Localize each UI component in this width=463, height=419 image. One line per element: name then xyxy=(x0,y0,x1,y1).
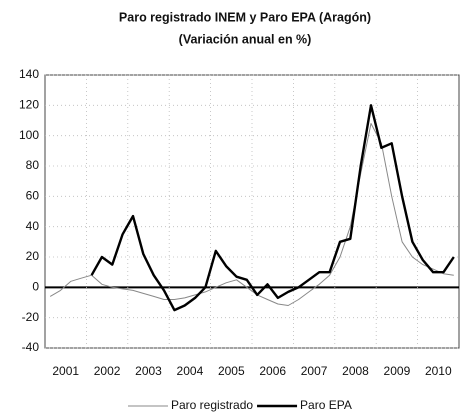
x-tick-label: 2004 xyxy=(177,364,204,378)
x-tick-label: 2002 xyxy=(94,364,121,378)
x-tick-label: 2008 xyxy=(342,364,369,378)
x-tick-label: 2001 xyxy=(52,364,79,378)
y-tick-label: 140 xyxy=(19,67,39,81)
x-tick-label: 2005 xyxy=(218,364,245,378)
y-tick-label: 60 xyxy=(26,189,40,203)
x-tick-label: 2010 xyxy=(425,364,452,378)
line-series xyxy=(90,104,455,312)
chart-subtitle: (Variación anual en %) xyxy=(179,32,312,46)
x-tick-label: 2009 xyxy=(384,364,411,378)
y-tick-label: 20 xyxy=(26,249,40,263)
legend-label: Paro registrado xyxy=(171,398,253,412)
y-tick-label: 120 xyxy=(19,98,39,112)
y-tick-label: -20 xyxy=(22,310,40,324)
x-tick-label: 2007 xyxy=(301,364,328,378)
line-series xyxy=(49,123,454,306)
x-tick-label: 2006 xyxy=(259,364,286,378)
legend-label: Paro EPA xyxy=(300,398,352,412)
x-tick-label: 2003 xyxy=(135,364,162,378)
y-tick-label: -40 xyxy=(22,340,40,354)
y-tick-label: 80 xyxy=(26,158,40,172)
y-tick-label: 0 xyxy=(32,280,39,294)
chart-title: Paro registrado INEM y Paro EPA (Aragón) xyxy=(119,10,371,24)
y-tick-label: 40 xyxy=(26,219,40,233)
y-tick-label: 100 xyxy=(19,128,39,142)
